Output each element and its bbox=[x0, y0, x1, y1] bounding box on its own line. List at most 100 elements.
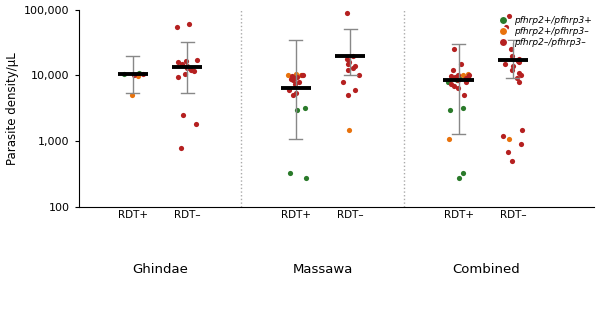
Point bbox=[504, 136, 514, 141]
Point bbox=[515, 59, 524, 64]
Point bbox=[178, 61, 187, 66]
Point bbox=[287, 74, 296, 79]
Point bbox=[458, 72, 467, 77]
Point bbox=[182, 65, 192, 70]
Point bbox=[296, 72, 306, 77]
Point bbox=[515, 58, 524, 63]
Point bbox=[463, 74, 473, 79]
Point bbox=[127, 93, 136, 98]
Point bbox=[295, 79, 304, 84]
Point bbox=[343, 68, 353, 73]
Point bbox=[464, 71, 473, 76]
Point bbox=[284, 88, 294, 93]
Point bbox=[283, 73, 293, 78]
Point bbox=[344, 93, 353, 98]
Point bbox=[518, 127, 527, 132]
Point bbox=[503, 149, 513, 154]
Point bbox=[500, 61, 510, 66]
Text: Combined: Combined bbox=[452, 263, 520, 276]
Point bbox=[342, 10, 352, 15]
Point bbox=[129, 72, 139, 77]
Point bbox=[344, 59, 354, 64]
Point bbox=[517, 73, 526, 78]
Point bbox=[290, 76, 300, 81]
Point bbox=[459, 93, 469, 98]
Point bbox=[453, 85, 463, 90]
Point bbox=[515, 79, 524, 84]
Point bbox=[119, 71, 128, 76]
Point bbox=[461, 76, 471, 81]
Point bbox=[300, 106, 310, 111]
Point bbox=[192, 58, 202, 63]
Point bbox=[133, 74, 143, 79]
Point bbox=[292, 107, 302, 112]
Point bbox=[286, 76, 296, 82]
Point bbox=[348, 65, 358, 70]
Point bbox=[448, 68, 458, 73]
Point bbox=[298, 73, 308, 78]
Point bbox=[461, 79, 471, 84]
Point bbox=[446, 81, 455, 86]
Point bbox=[180, 71, 190, 76]
Point bbox=[343, 56, 352, 61]
Point bbox=[338, 79, 348, 84]
Point bbox=[139, 71, 148, 76]
Point bbox=[173, 59, 183, 64]
Point bbox=[449, 83, 459, 88]
Point bbox=[293, 74, 302, 79]
Point bbox=[458, 106, 468, 111]
Point bbox=[458, 171, 467, 176]
Point bbox=[512, 76, 521, 81]
Point bbox=[456, 61, 466, 66]
Point bbox=[507, 53, 517, 58]
Point bbox=[516, 142, 526, 147]
Point bbox=[134, 71, 144, 76]
Point bbox=[449, 47, 459, 52]
Point bbox=[297, 72, 307, 77]
Point bbox=[181, 58, 191, 64]
Point bbox=[189, 69, 199, 74]
Point bbox=[344, 127, 354, 132]
Point bbox=[173, 74, 182, 79]
Point bbox=[514, 56, 524, 61]
Text: Ghindae: Ghindae bbox=[132, 263, 188, 276]
Point bbox=[513, 58, 523, 64]
Point bbox=[288, 93, 298, 98]
Point bbox=[191, 122, 201, 127]
Point bbox=[506, 47, 516, 52]
Point bbox=[464, 73, 473, 78]
Point bbox=[514, 70, 524, 75]
Point bbox=[291, 90, 301, 95]
Point bbox=[509, 63, 518, 68]
Point bbox=[288, 77, 298, 82]
Y-axis label: Parasite density/μL: Parasite density/μL bbox=[5, 52, 19, 165]
Point bbox=[504, 13, 514, 18]
Point bbox=[501, 24, 511, 29]
Point bbox=[285, 171, 295, 176]
Point bbox=[350, 63, 359, 68]
Point bbox=[185, 21, 194, 27]
Point bbox=[454, 72, 463, 77]
Point bbox=[354, 73, 364, 78]
Text: Massawa: Massawa bbox=[293, 263, 353, 276]
Point bbox=[508, 159, 517, 164]
Point bbox=[301, 175, 310, 180]
Point bbox=[446, 74, 455, 79]
Point bbox=[454, 175, 464, 180]
Point bbox=[182, 63, 192, 68]
Point bbox=[507, 68, 517, 73]
Point bbox=[344, 61, 353, 66]
Point bbox=[350, 88, 360, 93]
Point bbox=[451, 74, 460, 79]
Point bbox=[290, 81, 300, 86]
Legend: pfhrp2+/pfhrp3+, pfhrp2+/pfhrp3–, pfhrp2–/pfhrp3–: pfhrp2+/pfhrp3+, pfhrp2+/pfhrp3–, pfhrp2… bbox=[490, 12, 595, 51]
Point bbox=[444, 136, 454, 141]
Point bbox=[498, 134, 508, 139]
Point bbox=[445, 107, 455, 112]
Point bbox=[292, 71, 301, 76]
Point bbox=[453, 77, 463, 82]
Point bbox=[186, 68, 196, 73]
Point bbox=[443, 79, 452, 84]
Point bbox=[349, 53, 358, 58]
Point bbox=[176, 145, 186, 150]
